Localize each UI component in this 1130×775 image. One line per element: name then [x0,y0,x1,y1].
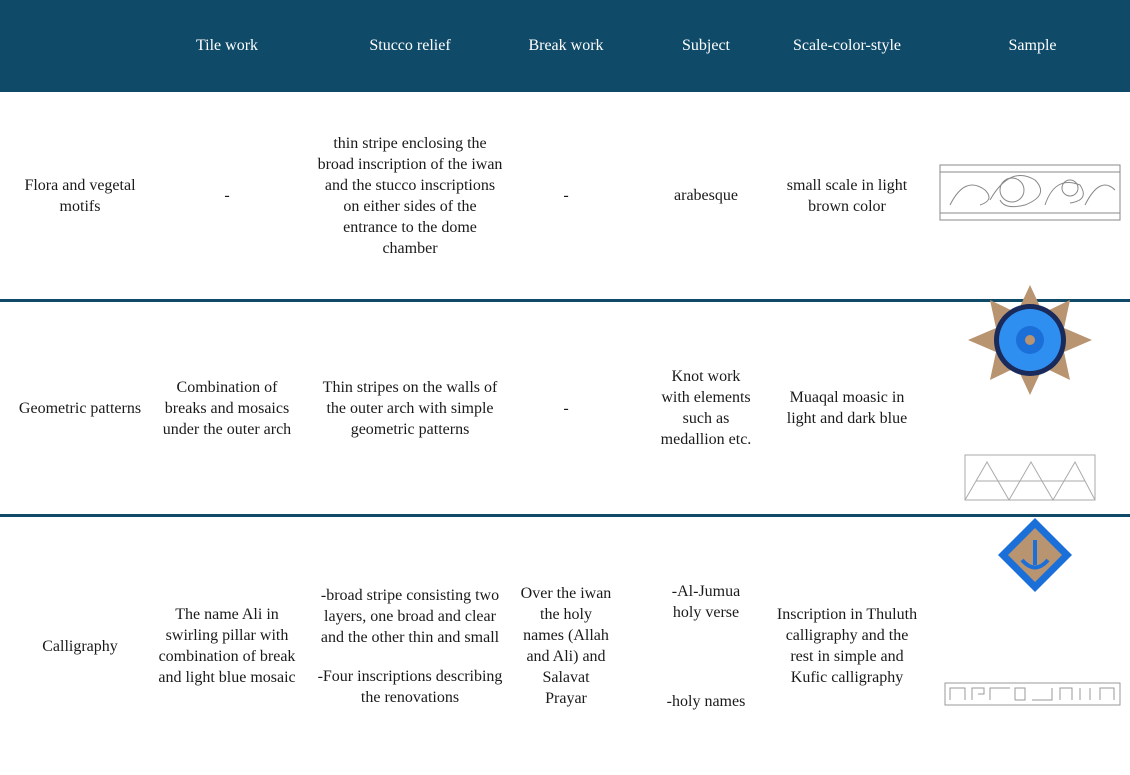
cell-text: Thin stripes on the walls of the outer a… [322,378,498,438]
table-cell: Thin stripes on the walls of the outer a… [312,302,508,514]
cell-text: The name Ali in swirling pillar with com… [158,606,296,686]
row-separator [0,299,1130,302]
cell-text: Inscription in Thuluth calligraphy and t… [776,606,918,686]
row-label: Flora and vegetal motifs [24,176,136,215]
column-header: Subject [682,37,730,54]
arabesque-sample [939,164,1121,221]
cell-text: thin stripe enclosing the broad inscript… [317,134,503,257]
triangle-band-sample [964,454,1096,501]
cell-text: -broad stripe consisting two layers, one… [320,586,500,646]
cell-text: - [224,187,230,204]
cell-text: Over the iwan the holy names (Allah and … [520,585,612,707]
row-label: Geometric patterns [18,399,142,417]
table-cell: small scale in light brown color [770,92,924,299]
table-cell: - [516,92,616,299]
column-header: Stucco relief [369,37,451,54]
cell-text: -Al-Jumua holy verse [671,582,741,621]
table-cell: thin stripe enclosing the broad inscript… [312,92,508,299]
table-cell: - [152,92,302,299]
table-cell: Knot work with elements such as medallio… [656,302,756,514]
cell-text: -holy names [666,692,746,710]
column-header: Tile work [195,37,259,54]
table-cell: Over the iwan the holy names (Allah and … [516,517,616,775]
table-cell: - [516,302,616,514]
cell-text: Combination of breaks and mosaics under … [162,378,292,438]
table-cell: arabesque [656,92,756,299]
kufic-sample [944,682,1121,706]
star-sample [968,285,1092,395]
table-cell: Inscription in Thuluth calligraphy and t… [770,517,924,775]
diamond-sample [998,518,1072,592]
column-header: Sample [1008,37,1057,54]
row-label: Calligraphy [42,637,118,655]
column-header: Break work [528,37,604,54]
table-cell: -broad stripe consisting two layers, one… [312,517,508,775]
row-separator [0,514,1130,517]
table-cell: Combination of breaks and mosaics under … [152,302,302,514]
cell-text: arabesque [674,187,738,204]
cell-text: Muaqal moasic in light and dark blue [786,389,908,427]
cell-text: small scale in light brown color [786,176,908,215]
cell-text: -Four inscriptions describing the renova… [317,667,503,706]
table-cell: -Al-Jumua holy verse -holy names [656,517,756,775]
cell-text: - [563,399,569,417]
column-header: Scale-color-style [792,37,902,54]
table-cell: Muaqal moasic in light and dark blue [770,302,924,514]
cell-text: - [563,187,569,204]
header-band [0,0,1130,92]
table-cell: The name Ali in swirling pillar with com… [152,517,302,775]
cell-text: Knot work with elements such as medallio… [660,368,752,448]
